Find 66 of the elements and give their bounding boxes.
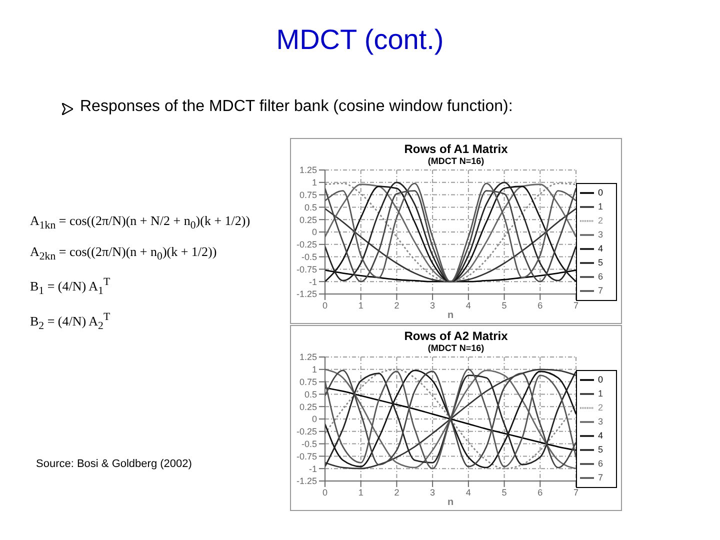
text: A$_{2kn}$ = cos((2π/N)(n + n$_{0}$)(k + 1/2)) — [30, 242, 218, 264]
y-tick-label: 0.25 — [299, 214, 317, 225]
x-tick-label: 2 — [394, 300, 400, 310]
legend-label: 7 — [598, 285, 603, 296]
y-tick-label: -0.25 — [296, 240, 317, 250]
y-tick-label: -0.25 — [296, 426, 317, 437]
x-tick-label: 2 — [394, 487, 400, 498]
y-tick-label: 1.25 — [299, 352, 317, 362]
text: A$_{1kn}$ = cos((2π/N)(n + N/2 + n$_{0}$)(k + 1/2)) — [30, 212, 252, 234]
legend-label: 1 — [598, 388, 603, 398]
legend-label: 6 — [598, 458, 603, 468]
legend-label: 4 — [598, 430, 603, 440]
legend-label: 3 — [598, 416, 603, 426]
chart-title: Rows of A2 Matrix — [403, 329, 509, 343]
y-tick-label: -1.25 — [296, 476, 317, 486]
text: MDCT (cont.) — [275, 24, 445, 56]
y-tick-label: 1 — [312, 178, 317, 188]
x-tick-label: 3 — [430, 300, 436, 310]
chart-subtitle: (MDCT N=16) — [426, 343, 486, 353]
chart-title: Rows of A1 Matrix — [403, 142, 509, 156]
legend-label: 2 — [598, 215, 603, 226]
y-tick-label: 0.25 — [299, 402, 317, 412]
x-tick-label: 4 — [466, 300, 471, 310]
line-series — [325, 208, 576, 282]
y-tick-label: -0.75 — [296, 264, 317, 274]
legend-label: 0 — [598, 374, 603, 384]
y-tick-label: 0 — [312, 414, 317, 424]
legend-label: 2 — [598, 402, 603, 412]
x-tick-label: 7 — [573, 300, 578, 310]
legend-label: 3 — [598, 229, 603, 240]
y-tick-label: -0.75 — [296, 451, 317, 462]
legend-label: 0 — [598, 187, 603, 198]
x-tick-label: 0 — [322, 300, 328, 310]
x-tick-label: 3 — [430, 487, 436, 498]
y-tick-label: 0.75 — [299, 190, 317, 200]
y-tick-label: 0 — [312, 227, 317, 238]
legend-label: 5 — [598, 444, 603, 454]
x-tick-label: 1 — [358, 487, 364, 498]
x-tick-label: 0 — [322, 487, 328, 498]
chart-subtitle: (MDCT N=16) — [426, 156, 486, 166]
x-tick-label: 6 — [538, 300, 543, 310]
x-tick-label: 1 — [358, 300, 364, 310]
y-tick-label: 0.5 — [304, 202, 317, 212]
y-tick-label: -0.5 — [301, 438, 317, 449]
y-tick-label: 0.5 — [304, 389, 317, 400]
y-tick-label: 1 — [312, 364, 317, 375]
x-tick-label: 6 — [538, 487, 543, 498]
legend-label: 6 — [598, 271, 603, 282]
y-tick-label: -0.5 — [301, 252, 317, 262]
y-tick-label: 0.75 — [299, 376, 317, 387]
y-tick-label: -1 — [308, 464, 317, 474]
legend-label: 5 — [598, 257, 603, 268]
legend-label: 7 — [598, 472, 603, 482]
x-tick-label: 4 — [466, 487, 471, 498]
x-tick-label: 5 — [502, 487, 507, 498]
x-tick-label: 7 — [573, 487, 578, 498]
x-axis-title: n — [447, 310, 454, 321]
source-note: Source: Bosi & Goldberg (2002) — [36, 458, 192, 470]
text: Responses of the MDCT filter bank (cosine window function): — [80, 98, 513, 116]
y-tick-label: -1.25 — [296, 289, 317, 300]
legend-label: 4 — [598, 243, 603, 254]
legend-label: 1 — [598, 201, 603, 212]
x-axis-title: n — [447, 497, 454, 508]
x-tick-label: 5 — [502, 300, 507, 310]
y-tick-label: 1.25 — [299, 165, 317, 176]
y-tick-label: -1 — [308, 276, 317, 287]
